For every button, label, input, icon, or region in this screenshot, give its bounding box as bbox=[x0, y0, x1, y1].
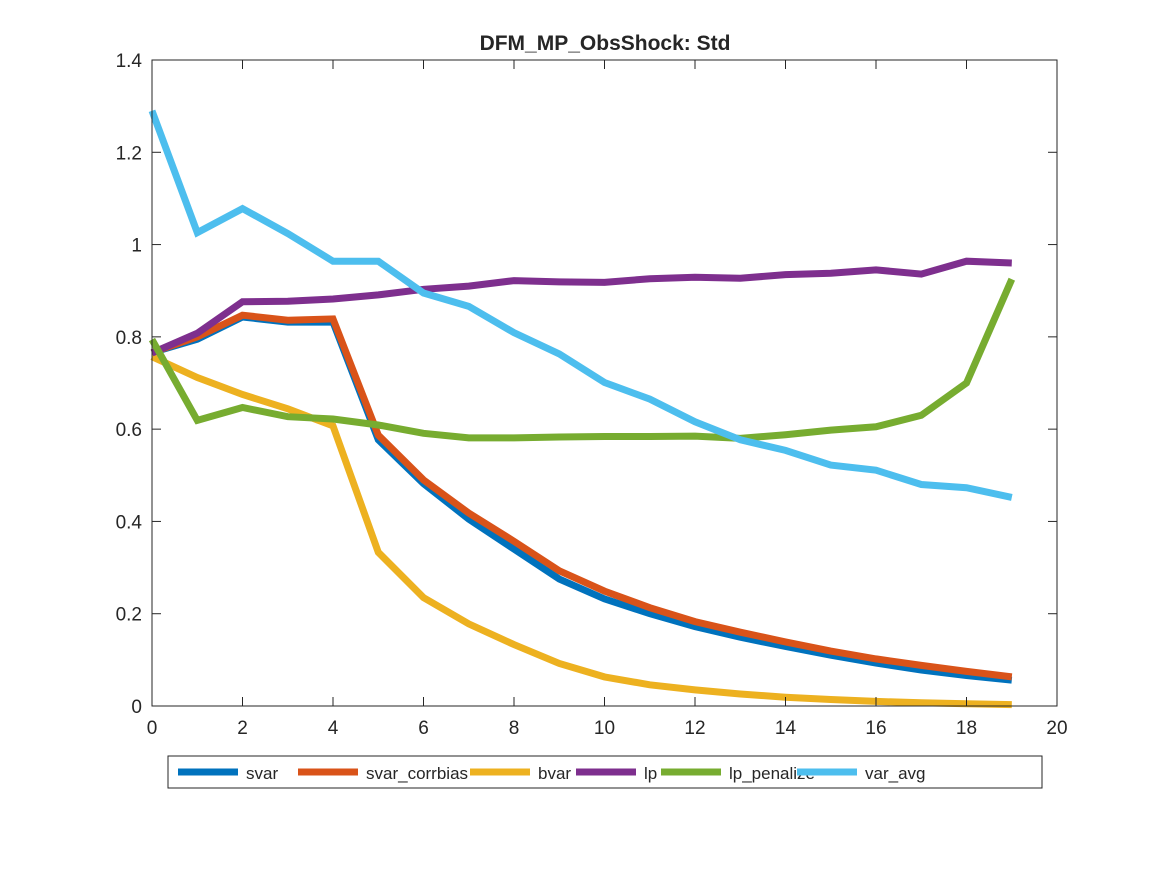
x-tick-label: 20 bbox=[1046, 718, 1067, 739]
plot-box bbox=[151, 59, 1058, 707]
legend-label-var-avg: var_avg bbox=[865, 764, 925, 783]
y-tick-label: 0 bbox=[131, 697, 142, 718]
y-tick-label: 0.8 bbox=[116, 328, 142, 349]
axes: 0 2 4 6 8 10 12 14 16 18 20 0 0.2 0.4 0.6 0.8 1 1.2 1.4 bbox=[116, 51, 1068, 739]
x-tick-label: 0 bbox=[147, 718, 158, 739]
series-line-lp-penalize bbox=[148, 277, 1016, 442]
legend-label-svar-corrbias: svar_corrbias bbox=[366, 764, 468, 783]
series-lines bbox=[148, 109, 1016, 709]
x-tick-label: 6 bbox=[418, 718, 429, 739]
x-tick-label: 16 bbox=[865, 718, 886, 739]
x-tick-label: 14 bbox=[775, 718, 797, 739]
x-tick-label: 2 bbox=[237, 718, 248, 739]
legend: svar svar_corrbias bvar lp lp_penalize var_av… bbox=[167, 755, 1043, 789]
chart-title: DFM_MP_ObsShock: Std bbox=[480, 32, 731, 55]
series-line-svar-corrbias bbox=[150, 311, 1013, 681]
y-tick-label: 0.6 bbox=[116, 420, 142, 441]
series-line-var-avg bbox=[148, 109, 1013, 501]
y-tick-label: 1.4 bbox=[116, 51, 143, 72]
x-tick-label: 4 bbox=[328, 718, 339, 739]
legend-label-svar: svar bbox=[246, 764, 278, 783]
y-tick-label: 1 bbox=[131, 236, 142, 257]
legend-label-lp-penalize: lp_penalize bbox=[729, 764, 815, 783]
y-tick-label: 0.2 bbox=[116, 605, 142, 626]
x-tick-label: 10 bbox=[594, 718, 615, 739]
series-line-bvar bbox=[150, 353, 1012, 709]
y-tick-label: 0.4 bbox=[116, 512, 143, 533]
legend-label-lp: lp bbox=[644, 764, 657, 783]
series-line-lp bbox=[150, 257, 1012, 357]
legend-label-bvar: bvar bbox=[538, 764, 571, 783]
y-tick-label: 1.2 bbox=[116, 143, 142, 164]
x-tick-label: 8 bbox=[509, 718, 520, 739]
x-tick-label: 18 bbox=[956, 718, 977, 739]
x-tick-label: 12 bbox=[684, 718, 705, 739]
